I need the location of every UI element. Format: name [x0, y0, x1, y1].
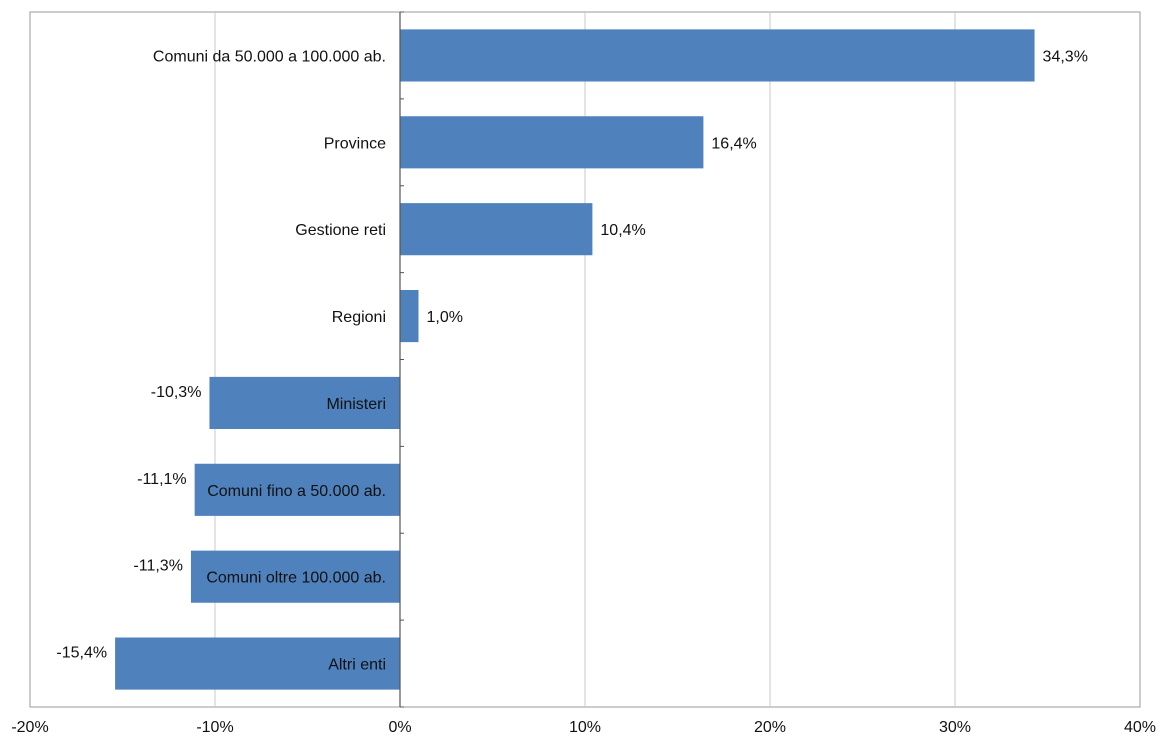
- x-tick-label: 10%: [569, 719, 601, 736]
- bar: [400, 290, 419, 343]
- x-tick-label: 30%: [939, 719, 971, 736]
- value-labels: 34,3% 16,4% 10,4% 1,0% -10,3% -11,1% -11,3% -15…: [56, 48, 1088, 661]
- category-label: Gestione reti: [295, 222, 386, 239]
- category-label: Comuni fino a 50.000 ab.: [207, 483, 386, 500]
- x-tick-label: -10%: [196, 719, 233, 736]
- bar: [194, 463, 400, 516]
- bar: [400, 29, 1035, 82]
- category-label: Comuni da 50.000 a 100.000 ab.: [153, 48, 386, 65]
- x-tick-label: 40%: [1124, 719, 1156, 736]
- x-tick-label: 20%: [754, 719, 786, 736]
- bar: [190, 550, 400, 603]
- x-tick-labels: -20% -10% 0% 10% 20% 30% 40%: [11, 719, 1156, 736]
- value-label: -11,1%: [137, 471, 187, 488]
- bar: [209, 376, 400, 429]
- bar: [115, 637, 400, 690]
- x-tick-label: -20%: [11, 719, 48, 736]
- bar: [400, 203, 593, 256]
- value-label: -11,3%: [133, 558, 183, 575]
- bar: [400, 116, 704, 169]
- value-label: -15,4%: [56, 645, 107, 662]
- value-label: 16,4%: [711, 135, 756, 152]
- value-label: 10,4%: [600, 222, 645, 239]
- x-tick-label: 0%: [388, 719, 411, 736]
- category-labels: Comuni da 50.000 a 100.000 ab. Province Ge…: [153, 48, 386, 673]
- value-label: 34,3%: [1043, 48, 1088, 65]
- category-axis: [399, 11, 404, 708]
- value-label: 1,0%: [427, 309, 463, 326]
- category-label: Regioni: [332, 309, 386, 326]
- category-label: Province: [324, 135, 386, 152]
- value-label: -10,3%: [151, 384, 202, 401]
- category-label: Ministeri: [326, 396, 386, 413]
- bars: [115, 29, 1035, 690]
- category-label: Altri enti: [328, 657, 386, 674]
- category-label: Comuni oltre 100.000 ab.: [206, 570, 386, 587]
